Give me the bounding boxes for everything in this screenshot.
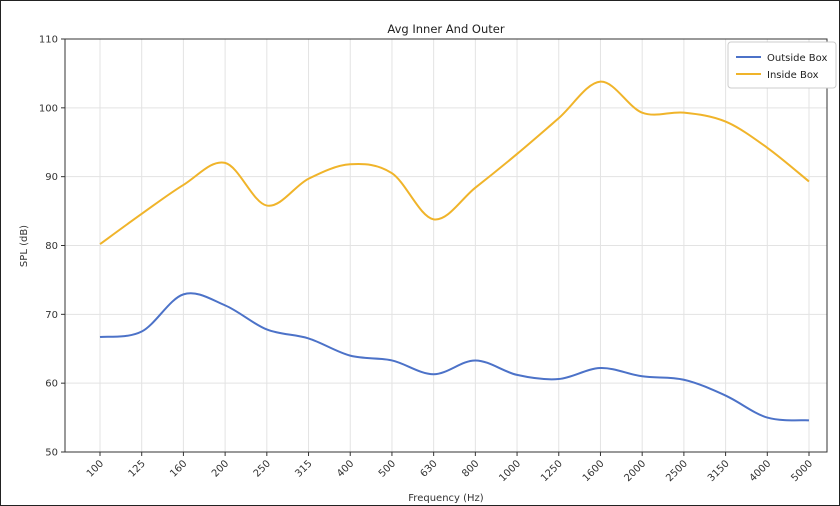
y-tick-label: 110 <box>39 35 58 46</box>
chart-title: Avg Inner And Outer <box>387 22 504 36</box>
legend-box <box>727 41 837 89</box>
x-tick-label: 100 <box>85 458 106 479</box>
legend-label-inside-box: Inside Box <box>767 70 819 81</box>
x-tick-label: 2000 <box>623 458 649 484</box>
x-tick-label: 2500 <box>664 458 690 484</box>
y-tick-label: 70 <box>45 310 58 321</box>
x-tick-label: 4000 <box>748 458 774 484</box>
x-tick-label: 200 <box>210 458 231 479</box>
x-tick-label: 250 <box>252 458 273 479</box>
x-tick-label: 160 <box>168 458 189 479</box>
y-tick-label: 90 <box>45 172 58 183</box>
y-axis-title: SPL (dB) <box>19 225 30 267</box>
x-tick-label: 630 <box>418 458 439 479</box>
x-tick-label: 315 <box>293 458 314 479</box>
legend: Outside Box Inside Box <box>727 41 837 89</box>
series-lines <box>99 80 810 422</box>
x-tick-label: 400 <box>335 458 356 479</box>
y-tick-label: 50 <box>45 448 58 459</box>
x-axis-ticks: 100 125 160 200 250 315 400 500 630 800 1000 1250 16… <box>85 452 815 484</box>
x-tick-label: 3150 <box>706 458 732 484</box>
x-tick-label: 1600 <box>581 458 607 484</box>
y-tick-label: 100 <box>39 103 58 114</box>
y-tick-label: 80 <box>45 241 58 252</box>
x-tick-label: 5000 <box>789 458 815 484</box>
series-line-inside-box <box>99 80 810 245</box>
x-tick-label: 500 <box>377 458 398 479</box>
legend-label-outside-box: Outside Box <box>767 53 827 64</box>
y-axis-ticks: 50 60 70 80 90 100 110 <box>39 35 65 459</box>
y-tick-label: 60 <box>45 379 58 390</box>
series-line-outside-box <box>99 292 810 422</box>
x-tick-label: 1250 <box>539 458 565 484</box>
x-tick-label: 800 <box>460 458 481 479</box>
x-tick-label: 125 <box>127 458 148 479</box>
x-axis-title: Frequency (Hz) <box>408 493 484 504</box>
x-tick-label: 1000 <box>497 458 523 484</box>
